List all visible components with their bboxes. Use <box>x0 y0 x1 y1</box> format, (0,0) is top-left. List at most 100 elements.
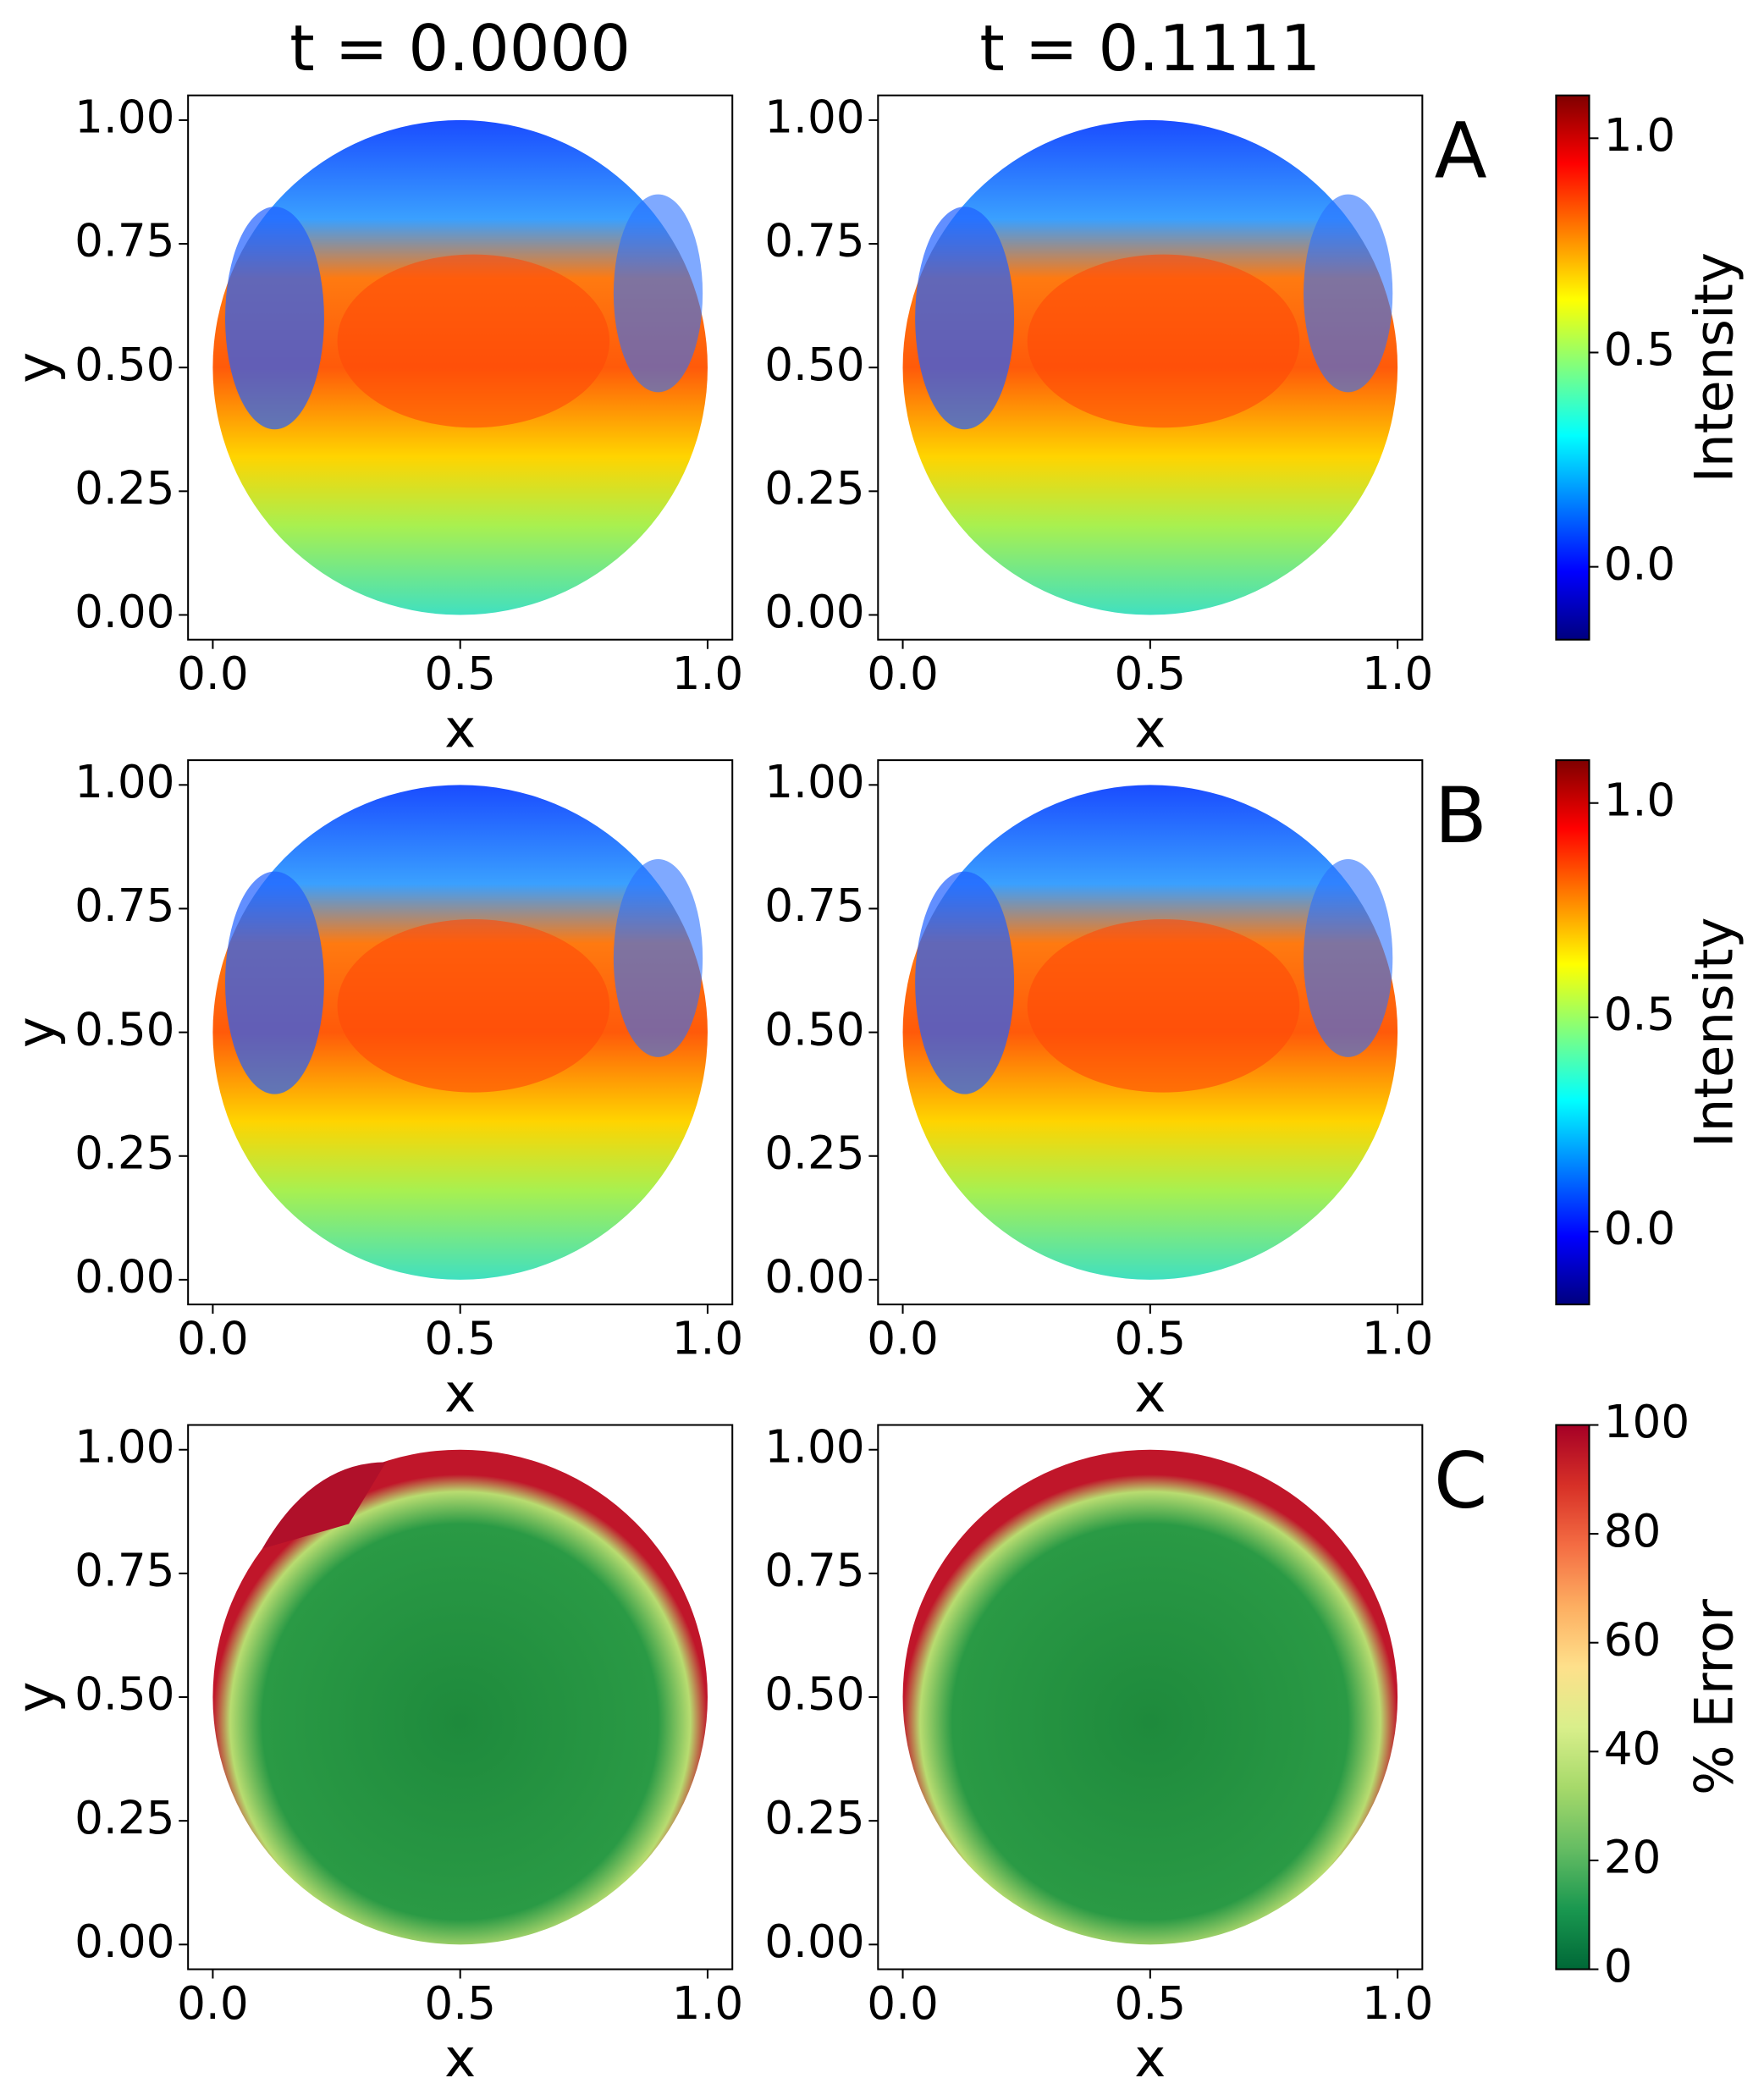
y-tick-label: 0.00 <box>74 1915 174 1968</box>
x-tick-label: 0.5 <box>1115 648 1187 700</box>
y-tick-label: 0.50 <box>764 1668 864 1721</box>
heatmap-panel <box>902 119 1398 615</box>
y-tick-label: 0.50 <box>74 339 174 391</box>
y-axis-label: y <box>5 352 67 383</box>
x-axis-label: x <box>1134 1363 1166 1425</box>
field-feature <box>337 254 610 428</box>
colorbar-tick-label: 0.5 <box>1604 989 1676 1041</box>
y-axis-label: y <box>5 1017 67 1048</box>
field-image <box>212 1449 708 1945</box>
heatmap-panel <box>902 785 1398 1280</box>
x-tick-label: 1.0 <box>672 648 744 700</box>
y-tick-label: 0.25 <box>764 1792 864 1844</box>
colorbar-label: % Error <box>1683 1599 1745 1795</box>
heatmap-panel <box>212 785 708 1280</box>
x-tick-label: 0.0 <box>177 648 249 700</box>
colorbar-tick-label: 40 <box>1604 1722 1662 1775</box>
y-axis-label: y <box>5 1682 67 1713</box>
y-tick-label: 0.25 <box>74 1127 174 1179</box>
field-feature <box>613 194 703 393</box>
x-tick-label: 0.5 <box>424 1313 496 1365</box>
colorbar-tick-label: 1.0 <box>1604 774 1676 826</box>
colorbar-tick-label: 100 <box>1604 1396 1690 1448</box>
x-tick-label: 1.0 <box>1362 648 1434 700</box>
y-tick-label: 0.00 <box>764 586 864 638</box>
colorbar-label: Intensity <box>1683 917 1745 1147</box>
panel-letter: C <box>1434 1436 1487 1525</box>
field-image <box>902 1449 1398 1945</box>
x-tick-label: 1.0 <box>1362 1313 1434 1365</box>
colorbar-tick-label: 1.0 <box>1604 109 1676 162</box>
y-tick-label: 0.75 <box>764 1545 864 1597</box>
y-tick-label: 0.00 <box>764 1251 864 1304</box>
y-tick-label: 0.00 <box>764 1915 864 1968</box>
field-feature <box>1304 194 1393 393</box>
field-feature <box>915 207 1015 430</box>
colorbar-tick-label: 20 <box>1604 1832 1662 1884</box>
y-tick-label: 0.75 <box>74 1545 174 1597</box>
x-tick-label: 0.5 <box>424 648 496 700</box>
y-tick-label: 0.25 <box>74 462 174 515</box>
field-feature <box>225 871 324 1094</box>
field-feature <box>1027 254 1300 428</box>
y-tick-label: 1.00 <box>764 1420 864 1473</box>
y-tick-label: 0.75 <box>74 879 174 932</box>
x-axis-label: x <box>444 697 476 759</box>
y-tick-label: 0.50 <box>764 339 864 391</box>
heatmap-panel <box>212 119 708 615</box>
x-tick-label: 0.0 <box>867 648 939 700</box>
panel-letter: B <box>1435 772 1487 861</box>
colorbar-tick-label: 0.0 <box>1604 537 1676 590</box>
panel-letter: A <box>1435 107 1487 196</box>
x-tick-label: 0.0 <box>867 1313 939 1365</box>
y-tick-label: 0.00 <box>74 586 174 638</box>
field-feature <box>613 859 703 1057</box>
y-tick-label: 1.00 <box>74 756 174 808</box>
x-tick-label: 0.5 <box>1115 1977 1187 2030</box>
colorbar <box>1555 759 1590 1306</box>
field-feature <box>915 871 1015 1094</box>
x-tick-label: 1.0 <box>1362 1977 1434 2030</box>
colorbar <box>1555 94 1590 641</box>
colorbar <box>1555 1424 1590 1970</box>
colorbar-tick-label: 0 <box>1604 1940 1633 1993</box>
y-tick-label: 0.50 <box>764 1003 864 1056</box>
y-tick-label: 1.00 <box>74 1420 174 1473</box>
y-tick-label: 0.00 <box>74 1251 174 1304</box>
x-tick-label: 0.5 <box>1115 1313 1187 1365</box>
x-tick-label: 0.0 <box>867 1977 939 2030</box>
y-tick-label: 0.50 <box>74 1668 174 1721</box>
y-tick-label: 0.75 <box>764 879 864 932</box>
x-axis-label: x <box>444 1363 476 1425</box>
x-tick-label: 1.0 <box>672 1313 744 1365</box>
field-feature <box>1304 859 1393 1057</box>
colorbar-label: Intensity <box>1683 252 1745 482</box>
x-tick-label: 1.0 <box>672 1977 744 2030</box>
x-tick-label: 0.5 <box>424 1977 496 2030</box>
y-tick-label: 0.25 <box>764 1127 864 1179</box>
y-tick-label: 0.50 <box>74 1003 174 1056</box>
y-tick-label: 0.75 <box>764 215 864 267</box>
y-tick-label: 0.75 <box>74 215 174 267</box>
panel-title: t = 0.1111 <box>979 11 1320 85</box>
heatmap-panel <box>212 1449 708 1945</box>
y-tick-label: 1.00 <box>74 91 174 144</box>
colorbar-tick-label: 0.0 <box>1604 1203 1676 1255</box>
x-axis-label: x <box>444 2027 476 2089</box>
colorbar-tick-label: 60 <box>1604 1613 1662 1666</box>
x-tick-label: 0.0 <box>177 1313 249 1365</box>
field-feature <box>337 919 610 1093</box>
y-tick-label: 1.00 <box>764 756 864 808</box>
y-tick-label: 0.25 <box>764 462 864 515</box>
x-axis-label: x <box>1134 2027 1166 2089</box>
colorbar-tick-label: 0.5 <box>1604 323 1676 376</box>
heatmap-panel <box>902 1449 1398 1945</box>
field-feature <box>262 1462 386 1549</box>
x-axis-label: x <box>1134 697 1166 759</box>
panel-title: t = 0.0000 <box>289 11 631 85</box>
colorbar-tick-label: 80 <box>1604 1505 1662 1557</box>
y-tick-label: 1.00 <box>764 91 864 144</box>
y-tick-label: 0.25 <box>74 1792 174 1844</box>
x-tick-label: 0.0 <box>177 1977 249 2030</box>
